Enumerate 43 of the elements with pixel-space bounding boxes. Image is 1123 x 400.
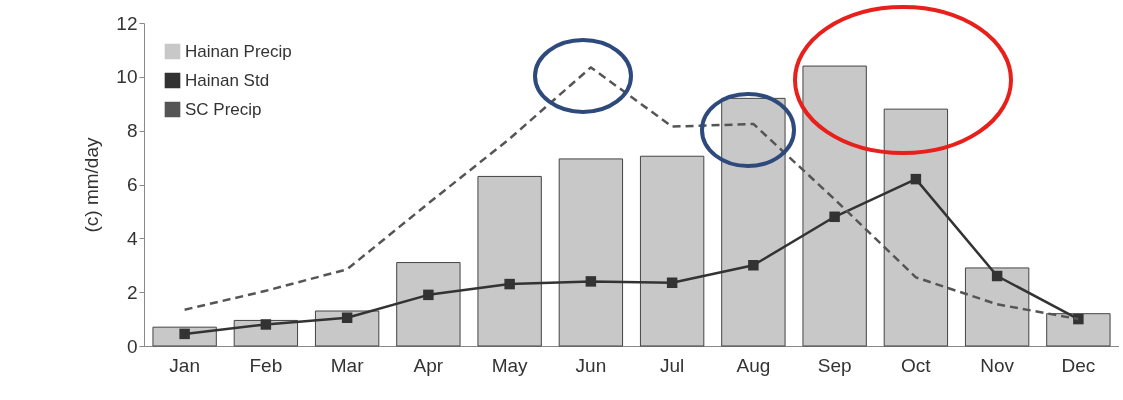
point [423, 289, 434, 301]
bar [558, 158, 624, 347]
point [829, 211, 840, 223]
x-tick-label: Jun [575, 354, 607, 376]
x-tick-label: Oct [901, 354, 932, 376]
point [504, 278, 515, 290]
x-tick-label: Dec [1061, 354, 1096, 376]
x-tick-label: Jul [659, 354, 685, 376]
bar [396, 262, 461, 347]
point [341, 312, 353, 323]
y-tick-label: 0 [126, 335, 138, 357]
y-tick-label: 6 [126, 174, 138, 195]
legend-label: SC Precip [185, 99, 262, 119]
point [748, 260, 759, 271]
point [991, 270, 1003, 282]
y-axis-title: (c) mm/day [81, 137, 103, 233]
point [666, 277, 678, 288]
point [260, 319, 272, 330]
x-tick-label: Feb [249, 354, 283, 376]
point [910, 173, 922, 185]
y-tick-label: 8 [126, 120, 138, 142]
x-tick-label: May [491, 354, 529, 376]
y-tick-label: 10 [116, 66, 138, 88]
bar [802, 65, 867, 347]
x-tick-label: Apr [413, 354, 444, 376]
x-tick-label: Aug [736, 354, 771, 376]
point [179, 328, 190, 340]
legend-label: Hainan Std [185, 70, 270, 90]
bar [639, 155, 705, 347]
bar [1046, 313, 1111, 347]
bar [477, 175, 542, 347]
point [585, 276, 597, 287]
x-tick-label: Jan [169, 354, 200, 376]
bar [964, 267, 1030, 347]
x-tick-label: Sep [817, 354, 852, 376]
point [1073, 313, 1084, 325]
y-tick-label: 12 [116, 12, 138, 34]
legend-label: Hainan Precip [185, 41, 292, 61]
y-tick-label: 2 [126, 281, 138, 303]
x-tick-label: Nov [980, 354, 1015, 376]
x-tick-label: Mar [330, 354, 365, 376]
y-tick-label: 4 [126, 227, 138, 249]
bar [883, 108, 949, 347]
